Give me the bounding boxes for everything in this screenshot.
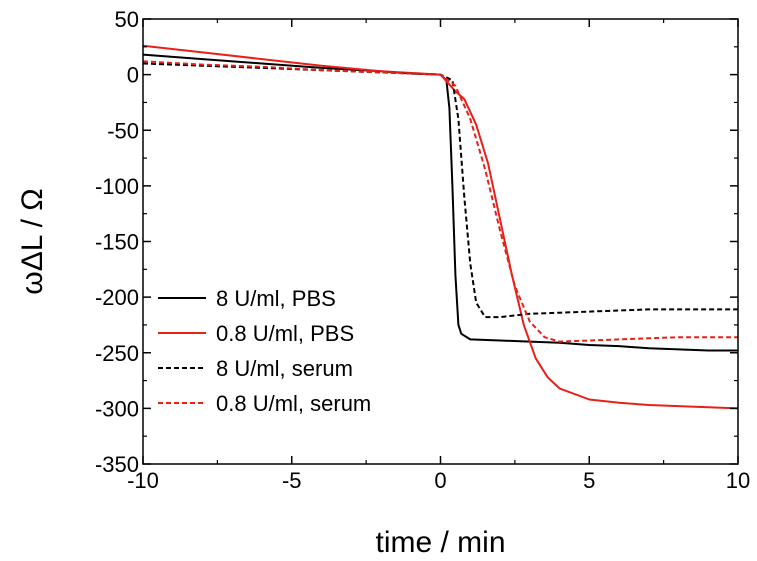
y-tick-label: -50: [107, 118, 139, 143]
legend: 8 U/ml, PBS 0.8 U/ml, PBS 8 U/ml, serum 0.8…: [158, 286, 371, 416]
x-tick-label: -5: [282, 468, 302, 493]
legend-label-3: 8 U/ml, serum: [216, 356, 353, 381]
series-line-4: [142, 60, 738, 343]
axes-layer: [142, 18, 739, 465]
legend-label-1: 8 U/ml, PBS: [216, 286, 336, 311]
y-tick-label: -100: [95, 174, 139, 199]
y-axis-label: ωΔL / Ω: [16, 188, 49, 294]
y-tick-label: 50: [115, 7, 139, 32]
series-line-2: [142, 44, 739, 410]
x-tick-label: 0: [434, 468, 446, 493]
series-layer: [142, 44, 739, 410]
x-tick-label: 10: [726, 468, 750, 493]
x-tick-label: 5: [583, 468, 595, 493]
legend-label-4: 0.8 U/ml, serum: [216, 391, 371, 416]
y-tick-label: -250: [95, 341, 139, 366]
series-line-3: [142, 62, 738, 319]
x-tick-label: -10: [127, 468, 159, 493]
legend-label-2: 0.8 U/ml, PBS: [216, 321, 354, 346]
y-tick-label: -350: [95, 452, 139, 477]
y-tick-label: -300: [95, 396, 139, 421]
y-tick-label: -150: [95, 230, 139, 255]
x-axis-label: time / min: [375, 526, 505, 559]
y-tick-label: -200: [95, 285, 139, 310]
y-tick-label: 0: [127, 63, 139, 88]
